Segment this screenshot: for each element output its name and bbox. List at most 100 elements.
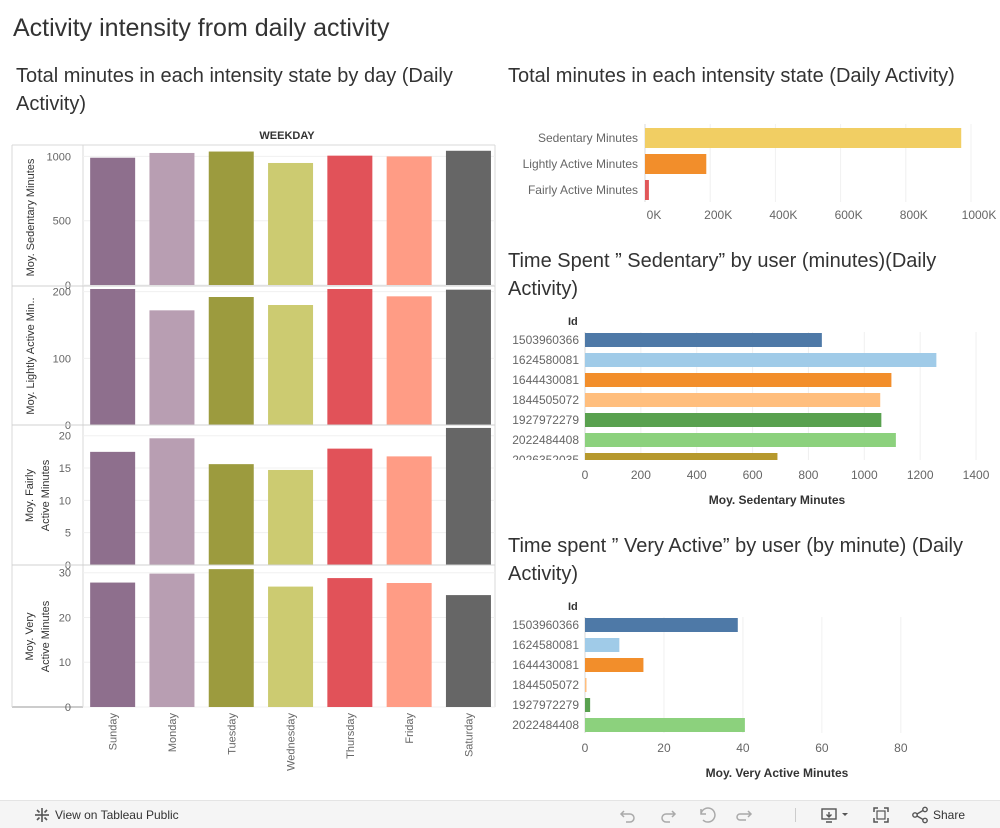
x-tick-label: 400K (769, 208, 797, 222)
weekday-bar (90, 289, 136, 425)
user-id-label: 1644430081 (512, 658, 579, 672)
panel-axis-label: Moy. Fairly (24, 469, 36, 522)
panel-axis-label: Moy. Sedentary Minutes (25, 158, 37, 276)
x-axis-title: Moy. Very Active Minutes (706, 766, 849, 780)
weekday-bar (327, 289, 373, 425)
y-tick-label: 5 (65, 528, 71, 540)
weekday-bar (327, 155, 373, 285)
weekday-bar (90, 157, 136, 285)
x-tick-label: 1400 (963, 468, 990, 482)
user-id-label: 1927972279 (512, 413, 579, 427)
download-icon[interactable] (820, 805, 852, 825)
y-tick-label: 1000 (47, 151, 71, 163)
user-id-label: 2026352035 (512, 453, 579, 467)
user-bar (585, 618, 738, 632)
y-tick-label: 15 (59, 463, 71, 475)
weekday-bar (208, 297, 254, 425)
user-id-label: 1624580081 (512, 638, 579, 652)
weekday-bar (386, 583, 432, 707)
user-bar (585, 453, 778, 460)
tableau-toolbar: View on Tableau Public Share (0, 800, 1000, 828)
y-tick-label: 30 (59, 568, 71, 580)
weekday-bar (208, 569, 254, 707)
y-tick-label: 20 (59, 431, 71, 443)
x-tick-label: 200 (631, 468, 651, 482)
redo-icon[interactable] (658, 805, 678, 825)
panel-axis-label: Moy. Lightly Active Min.. (25, 297, 37, 414)
intensity-chart[interactable]: 0K 200K 400K 600K 800K 1000K Sedentary Minutes… (500, 118, 1000, 230)
sedentary-user-chart[interactable]: Id 0 200 400 600 800 1000 1200 1400 1503960366 162… (500, 305, 1000, 515)
weekday-bar (268, 469, 314, 565)
sedentary-user-chart-title: Time Spent ” Sedentary” by user (minutes… (508, 250, 937, 300)
x-tick-label: 0K (647, 208, 662, 222)
panel-axis-label: Active Minutes (40, 459, 52, 531)
user-id-label: 1624580081 (512, 353, 579, 367)
weekday-bar (149, 152, 195, 285)
x-tick-label: 80 (894, 741, 908, 755)
x-tick-label: 200K (704, 208, 732, 222)
weekday-bar (149, 310, 195, 425)
share-icon[interactable] (910, 805, 930, 825)
user-bar (585, 678, 587, 692)
undo-icon[interactable] (618, 805, 638, 825)
y-tick-label: 500 (53, 216, 71, 228)
user-id-label: 1644430081 (512, 373, 579, 387)
y-tick-label: 0 (65, 560, 71, 572)
category-label: Fairly Active Minutes (528, 183, 638, 197)
x-tick-label: 800 (798, 468, 818, 482)
fullscreen-icon[interactable] (871, 805, 891, 825)
weekday-bar (445, 595, 491, 707)
weekday-tick-label: Wednesday (286, 713, 298, 771)
dashboard-title: Activity intensity from daily activity (13, 14, 390, 42)
view-on-tableau-public-link[interactable]: View on Tableau Public (55, 807, 179, 822)
weekday-tick-label: Sunday (108, 713, 120, 751)
x-tick-label: 40 (736, 741, 750, 755)
x-tick-label: 400 (687, 468, 707, 482)
x-tick-label: 20 (657, 741, 671, 755)
y-tick-label: 20 (59, 612, 71, 624)
intensity-bar (645, 128, 962, 148)
x-tick-label: 800K (900, 208, 928, 222)
weekday-tick-label: Monday (167, 713, 179, 753)
weekday-bar (386, 456, 432, 565)
weekday-bar (90, 451, 136, 565)
weekday-tick-label: Tuesday (226, 713, 238, 755)
y-tick-label: 10 (59, 657, 71, 669)
x-tick-label: 1000K (962, 208, 997, 222)
weekday-bar (90, 582, 136, 707)
user-bar (585, 333, 822, 347)
toolbar-divider (795, 808, 796, 822)
user-id-label: 2022484408 (512, 718, 579, 732)
refresh-icon[interactable] (734, 805, 754, 825)
weekday-bar (445, 427, 491, 565)
user-bar (585, 698, 591, 712)
x-tick-label: 1000 (851, 468, 878, 482)
weekday-bar (268, 162, 314, 285)
x-tick-label: 0 (582, 468, 589, 482)
weekday-bar (149, 438, 195, 565)
user-bar (585, 658, 644, 672)
weekday-bar (268, 586, 314, 707)
x-tick-label: 0 (582, 741, 589, 755)
panel-axis-label: Active Minutes (40, 600, 52, 672)
panel-axis-label: Moy. Very (24, 612, 36, 661)
weekday-bar (208, 151, 254, 285)
weekday-column-header: WEEKDAY (259, 130, 315, 142)
id-column-header: Id (568, 316, 578, 328)
user-id-label: 1927972279 (512, 698, 579, 712)
category-label: Sedentary Minutes (538, 131, 638, 145)
very-active-user-chart[interactable]: Id 0 20 40 60 80 1503960366 1624580081 164443008… (500, 590, 1000, 785)
weekday-bar (268, 305, 314, 425)
user-id-label: 1844505072 (512, 678, 579, 692)
very-active-user-chart-title: Time spent ” Very Active” by user (by mi… (508, 535, 963, 585)
revert-icon[interactable] (697, 805, 717, 825)
share-button[interactable]: Share (933, 807, 966, 822)
weekday-bar (327, 448, 373, 565)
user-bar (585, 373, 892, 387)
user-bar (585, 718, 745, 732)
y-tick-label: 200 (53, 287, 71, 299)
user-id-label: 1503960366 (512, 333, 579, 347)
weekday-bar (445, 150, 491, 285)
weekday-tick-label: Thursday (345, 713, 357, 759)
